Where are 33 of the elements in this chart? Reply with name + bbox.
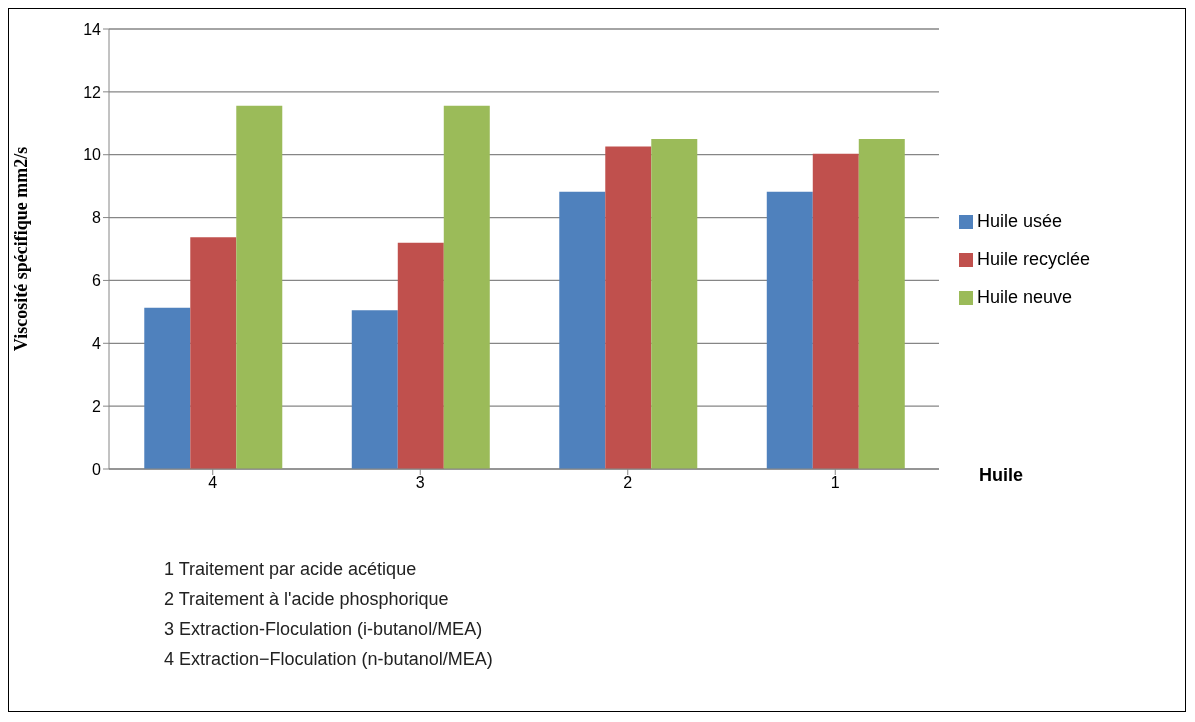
text: 1 Traitement par acide acétique <box>164 558 418 581</box>
y-tick-label: 6 <box>92 272 102 290</box>
legend-label: Huile neuve <box>977 287 1073 307</box>
x-axis-title: Huile <box>979 465 1024 486</box>
x-tick-label: 3 <box>415 474 425 492</box>
y-tick-label: 2 <box>92 397 102 415</box>
y-tick-label: 8 <box>92 209 102 227</box>
y-axis-title: Viscosité spécifique mm2/s <box>11 146 32 352</box>
bar <box>236 105 283 469</box>
legend-label: Huile usée <box>977 211 1063 231</box>
text: 3 Extraction-Floculation (i-butanol/MEA) <box>164 618 484 641</box>
y-tick-label: 0 <box>92 460 102 478</box>
bar <box>812 153 859 469</box>
bar <box>397 242 444 469</box>
x-tick-label: 4 <box>208 474 218 492</box>
y-tick-label: 14 <box>83 20 102 38</box>
bar <box>351 310 398 469</box>
text: 2 Traitement à l'acide phosphorique <box>164 588 450 611</box>
bar <box>443 105 490 469</box>
y-tick-label: 4 <box>92 334 102 352</box>
text: 4 Extraction−Floculation (n-butanol/MEA) <box>164 648 493 671</box>
x-tick-label: 1 <box>830 474 840 492</box>
bar <box>766 191 813 469</box>
bar <box>858 139 905 469</box>
bar <box>605 146 652 469</box>
bar <box>190 237 237 469</box>
legend-label: Huile recyclée <box>977 249 1091 269</box>
bar <box>144 307 191 469</box>
x-tick-label: 2 <box>623 474 633 492</box>
bar <box>559 191 606 469</box>
y-tick-label: 12 <box>83 83 102 101</box>
bar <box>651 139 698 469</box>
y-tick-label: 10 <box>83 146 102 164</box>
